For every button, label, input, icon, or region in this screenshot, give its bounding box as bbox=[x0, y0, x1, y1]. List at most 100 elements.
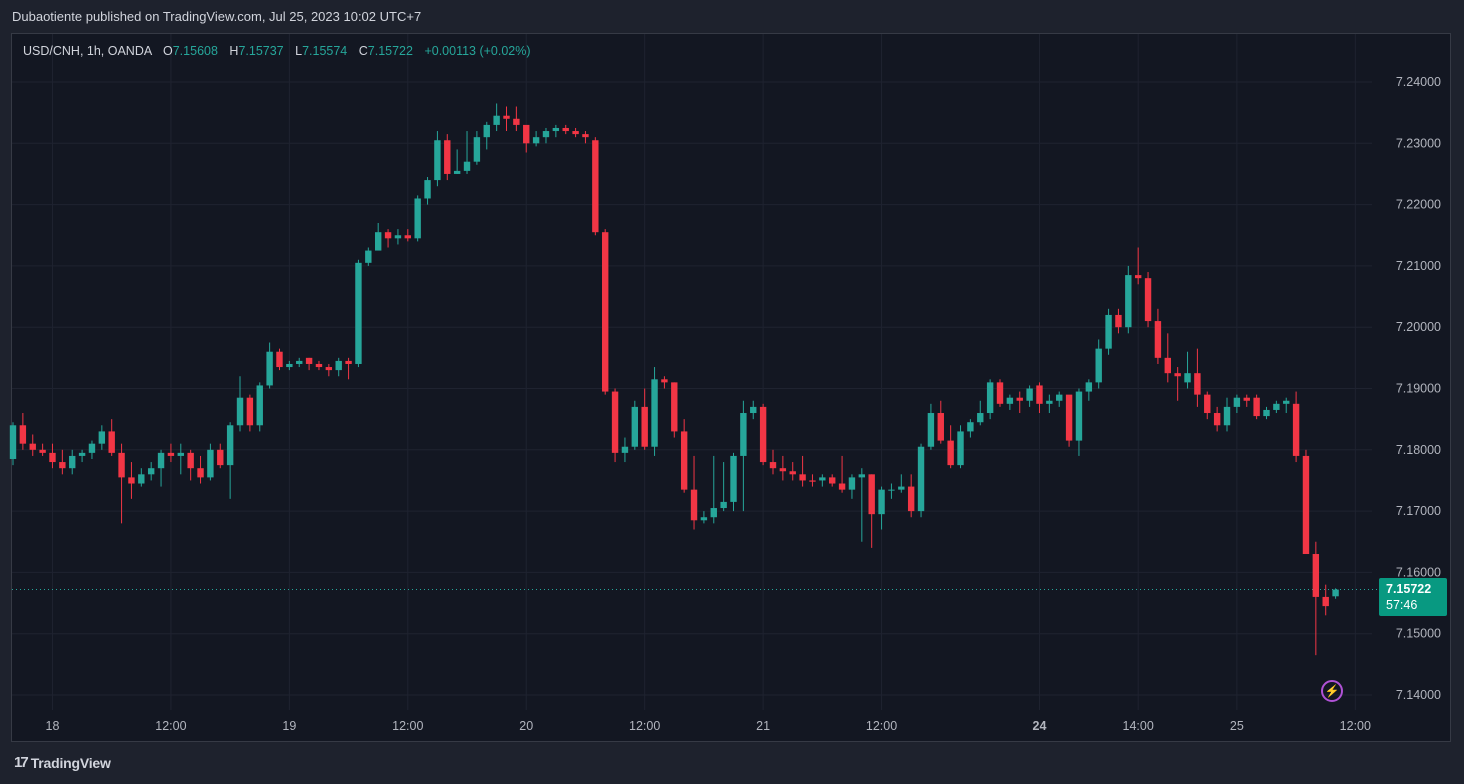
candle-up[interactable] bbox=[957, 425, 964, 469]
candle-up[interactable] bbox=[355, 259, 362, 368]
candle-up[interactable] bbox=[986, 379, 994, 420]
candle-up[interactable] bbox=[532, 131, 540, 147]
candle-down[interactable] bbox=[582, 131, 589, 144]
candle-down[interactable] bbox=[513, 106, 520, 132]
candle-up[interactable] bbox=[424, 177, 431, 205]
candle-down[interactable] bbox=[217, 443, 224, 469]
candle-up[interactable] bbox=[394, 229, 402, 245]
candle-down[interactable] bbox=[325, 363, 333, 377]
candle-up[interactable] bbox=[177, 443, 184, 475]
candle-up[interactable] bbox=[967, 419, 974, 438]
candle-up[interactable] bbox=[483, 121, 490, 150]
chart-frame[interactable] bbox=[11, 33, 1451, 742]
candle-down[interactable] bbox=[1144, 272, 1152, 328]
candle-down[interactable] bbox=[1243, 394, 1250, 407]
candle-down[interactable] bbox=[276, 348, 283, 371]
candle-down[interactable] bbox=[108, 419, 115, 456]
candle-down[interactable] bbox=[829, 474, 836, 487]
candle-up[interactable] bbox=[819, 474, 826, 487]
candle-up[interactable] bbox=[1085, 379, 1093, 401]
candle-down[interactable] bbox=[345, 357, 352, 380]
candle-up[interactable] bbox=[917, 443, 925, 518]
candle-up[interactable] bbox=[434, 131, 441, 187]
candle-up[interactable] bbox=[700, 511, 708, 524]
candle-up[interactable] bbox=[453, 149, 461, 174]
candle-down[interactable] bbox=[907, 474, 915, 518]
candle-up[interactable] bbox=[138, 468, 145, 487]
candle-down[interactable] bbox=[1302, 449, 1310, 555]
candle-down[interactable] bbox=[305, 357, 313, 371]
candle-up[interactable] bbox=[651, 367, 658, 456]
candle-down[interactable] bbox=[59, 449, 66, 475]
candle-up[interactable] bbox=[1283, 397, 1290, 414]
candle-up[interactable] bbox=[1332, 588, 1339, 599]
candle-down[interactable] bbox=[1253, 394, 1260, 420]
candle-up[interactable] bbox=[69, 449, 76, 475]
candle-up[interactable] bbox=[1006, 394, 1014, 410]
candle-down[interactable] bbox=[868, 474, 875, 548]
candle-down[interactable] bbox=[1174, 367, 1181, 401]
candle-up[interactable] bbox=[286, 360, 293, 371]
candle-down[interactable] bbox=[503, 106, 510, 132]
candle-up[interactable] bbox=[710, 455, 717, 524]
candle-down[interactable] bbox=[128, 462, 135, 499]
candle-up[interactable] bbox=[1046, 394, 1053, 414]
candle-down[interactable] bbox=[937, 400, 944, 444]
candle-up[interactable] bbox=[256, 382, 263, 432]
candle-up[interactable] bbox=[977, 400, 984, 426]
candle-down[interactable] bbox=[1036, 382, 1043, 414]
candle-down[interactable] bbox=[661, 376, 668, 389]
candle-up[interactable] bbox=[365, 247, 372, 266]
candle-down[interactable] bbox=[1065, 394, 1073, 447]
candle-down[interactable] bbox=[384, 229, 392, 248]
candle-down[interactable] bbox=[769, 449, 777, 475]
candle-down[interactable] bbox=[1115, 308, 1122, 334]
candle-up[interactable] bbox=[740, 400, 747, 512]
candle-down[interactable] bbox=[779, 455, 787, 481]
candle-up[interactable] bbox=[730, 452, 737, 512]
candle-up[interactable] bbox=[927, 403, 935, 450]
candle-down[interactable] bbox=[809, 474, 816, 487]
candle-up[interactable] bbox=[552, 124, 560, 138]
candle-up[interactable] bbox=[1056, 391, 1063, 407]
candle-up[interactable] bbox=[207, 443, 214, 481]
candle-down[interactable] bbox=[562, 124, 569, 135]
candle-down[interactable] bbox=[444, 134, 451, 181]
candle-down[interactable] bbox=[246, 394, 254, 432]
candle-down[interactable] bbox=[680, 419, 688, 493]
candle-up[interactable] bbox=[236, 376, 244, 432]
candle-down[interactable] bbox=[690, 455, 698, 530]
candle-down[interactable] bbox=[1312, 541, 1320, 656]
candle-up[interactable] bbox=[335, 357, 342, 377]
candle-down[interactable] bbox=[671, 382, 678, 438]
candle-down[interactable] bbox=[315, 360, 323, 371]
candle-down[interactable] bbox=[1154, 308, 1162, 364]
candle-down[interactable] bbox=[1016, 391, 1023, 414]
candle-down[interactable] bbox=[1164, 333, 1171, 383]
candle-up[interactable] bbox=[720, 462, 727, 512]
candle-up[interactable] bbox=[88, 440, 96, 459]
candle-up[interactable] bbox=[493, 103, 500, 132]
candle-up[interactable] bbox=[78, 449, 86, 463]
candle-down[interactable] bbox=[799, 455, 806, 487]
candle-up[interactable] bbox=[463, 131, 471, 174]
candle-up[interactable] bbox=[1273, 400, 1280, 414]
candle-down[interactable] bbox=[611, 388, 619, 463]
candle-down[interactable] bbox=[947, 425, 954, 469]
candle-up[interactable] bbox=[898, 474, 905, 493]
candle-up[interactable] bbox=[1223, 397, 1231, 432]
candle-up[interactable] bbox=[374, 222, 382, 251]
candle-down[interactable] bbox=[789, 462, 796, 481]
candle-up[interactable] bbox=[9, 422, 17, 466]
candle-up[interactable] bbox=[296, 357, 303, 368]
candle-down[interactable] bbox=[838, 455, 846, 493]
footer-branding[interactable]: 17 TradingView bbox=[14, 754, 111, 771]
candle-down[interactable] bbox=[29, 434, 36, 456]
candle-up[interactable] bbox=[1075, 388, 1083, 456]
candle-down[interactable] bbox=[187, 449, 194, 481]
candle-up[interactable] bbox=[631, 400, 639, 450]
candle-down[interactable] bbox=[996, 379, 1004, 407]
candle-down[interactable] bbox=[572, 127, 579, 138]
candle-down[interactable] bbox=[39, 443, 46, 456]
